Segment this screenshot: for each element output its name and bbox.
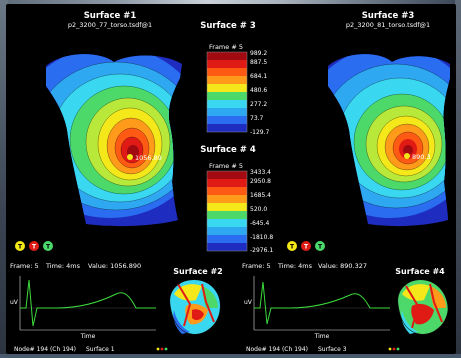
legend-top-tick: 73.7	[250, 115, 264, 122]
left-value-readout: Value: 1056.890	[88, 262, 141, 270]
toggle-label: T	[46, 244, 51, 251]
surface3-node-marker	[404, 153, 410, 159]
right-plot-xlabel: Time	[314, 333, 330, 340]
toggle-green-button[interactable]: T	[43, 241, 53, 251]
toggle-label: T	[304, 244, 309, 251]
left-surface-readout: Surface 1	[86, 346, 115, 353]
right-toggle-group: T T T	[287, 241, 325, 251]
legend-top-tick: 480.6	[250, 87, 267, 94]
right-surface-readout: Surface 3	[318, 346, 347, 353]
right-signal-plot[interactable]	[253, 276, 390, 331]
visualization-canvas: Surface #1 p2_3200_77_torso.tsdf@1 1056.…	[10, 11, 456, 353]
right-value-readout: Value: 890.327	[318, 262, 367, 270]
toggle-yellow-button[interactable]: T	[287, 241, 297, 251]
toggle-red-button[interactable]: T	[29, 241, 39, 251]
legend-bottom-tick: 520.0	[250, 206, 267, 213]
legend-bottom-frame: Frame # 5	[209, 162, 243, 170]
surface3-marker-value: 890.3	[412, 153, 431, 161]
right-time-readout: Time: 4ms	[277, 262, 313, 270]
legend-top-tick: -129.7	[250, 129, 270, 136]
legend-bottom-colorbar	[206, 170, 248, 252]
surface3-legend-title: Surface # 3	[200, 21, 256, 31]
legend-bottom-tick: 2950.8	[250, 178, 271, 185]
left-toggle-group: T T T	[15, 241, 53, 251]
surface3-filename: p2_3200_81_torso.tsdf@1	[346, 21, 430, 29]
legend-top-tick: 887.5	[250, 59, 267, 66]
surface3-torso-map[interactable]	[300, 44, 456, 234]
surface1-marker-value: 1056.89	[135, 154, 162, 162]
legend-bottom-ticks: 3433.4 2950.8 1685.4 520.0 -645.4 -1810.…	[250, 169, 273, 254]
monitor-screen: Surface #1 p2_3200_77_torso.tsdf@1 1056.…	[6, 4, 456, 354]
legend-bottom-tick: 3433.4	[250, 169, 271, 176]
right-plot-ylabel: uV	[244, 299, 253, 306]
left-node-readout: Node# 194 (Ch 194)	[14, 346, 76, 353]
surface2-heart-map[interactable]	[169, 279, 221, 335]
surface4-title: Surface #4	[395, 267, 445, 276]
legend-bottom-tick: 1685.4	[250, 192, 271, 199]
left-frame-readout: Frame: 5	[10, 262, 39, 270]
left-plot-ylabel: uV	[10, 299, 19, 306]
left-status-dots	[156, 347, 168, 351]
toggle-label: T	[318, 244, 323, 251]
toggle-yellow-button[interactable]: T	[15, 241, 25, 251]
toggle-label: T	[32, 244, 37, 251]
surface2-title: Surface #2	[173, 267, 223, 276]
legend-top-frame: Frame # 5	[209, 43, 243, 51]
right-node-readout: Node# 194 (Ch 194)	[246, 346, 308, 353]
legend-bottom-tick: -2976.1	[250, 247, 273, 254]
legend-top-tick: 277.2	[250, 101, 267, 108]
toggle-red-button[interactable]: T	[301, 241, 311, 251]
background-right-edge	[455, 0, 461, 354]
left-time-readout: Time: 4ms	[45, 262, 81, 270]
right-frame-readout: Frame: 5	[242, 262, 271, 270]
surface4-heart-map[interactable]	[397, 279, 449, 335]
legend-top-tick: 989.2	[250, 50, 267, 57]
left-plot-xlabel: Time	[80, 333, 96, 340]
legend-top-colorbar	[206, 51, 248, 133]
toggle-label: T	[290, 244, 295, 251]
toggle-label: T	[18, 244, 23, 251]
surface1-node-marker	[127, 154, 133, 160]
surface1-title: Surface #1	[84, 11, 137, 21]
legend-top-tick: 684.1	[250, 73, 267, 80]
surface1-torso-map[interactable]	[14, 44, 206, 234]
legend-bottom-tick: -1810.8	[250, 234, 273, 241]
surface4-legend-title: Surface # 4	[200, 145, 256, 155]
right-status-dots	[388, 347, 400, 351]
left-signal-plot[interactable]	[19, 276, 156, 331]
background-left-edge	[0, 0, 8, 354]
surface3-title: Surface #3	[362, 11, 415, 21]
legend-top-ticks: 989.2 887.5 684.1 480.6 277.2 73.7 -129.…	[250, 50, 270, 136]
legend-bottom-tick: -645.4	[250, 220, 270, 227]
toggle-green-button[interactable]: T	[315, 241, 325, 251]
surface1-filename: p2_3200_77_torso.tsdf@1	[68, 21, 152, 29]
